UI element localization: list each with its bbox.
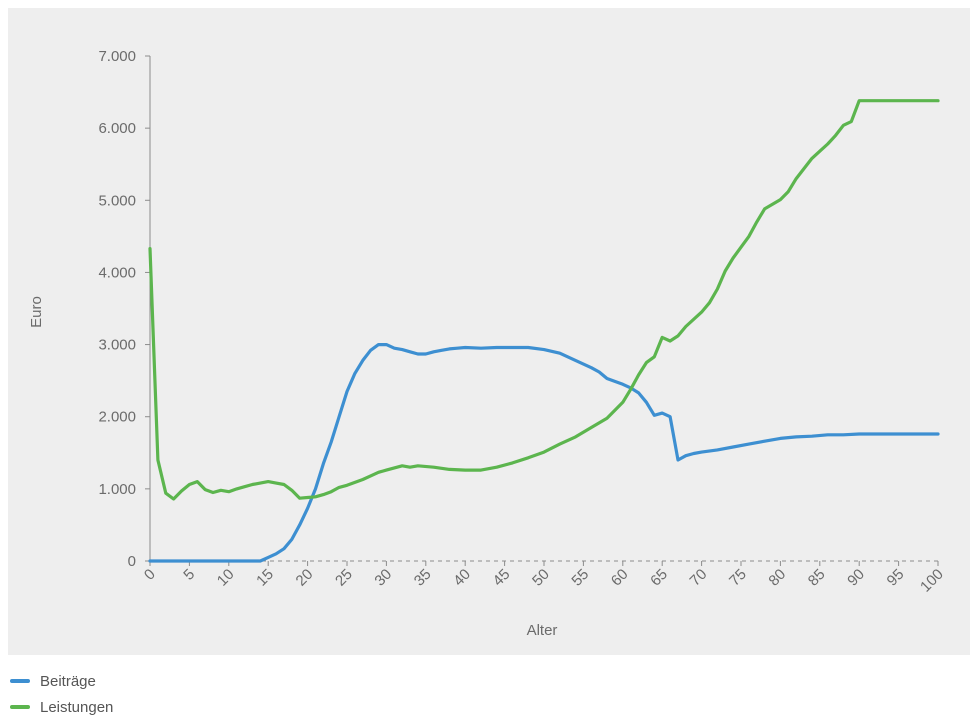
series-lines bbox=[148, 99, 940, 563]
legend: Beiträge Leistungen bbox=[10, 668, 113, 720]
y-axis-title: Euro bbox=[28, 296, 45, 328]
x-tick-label: 95 bbox=[884, 566, 908, 590]
axes bbox=[145, 55, 939, 566]
chart-panel: 0 1.000 2.000 3.000 4.000 5.000 6.000 7.000 0 5 10… bbox=[8, 8, 970, 655]
x-tick-label: 50 bbox=[529, 566, 553, 590]
legend-item-leistungen: Leistungen bbox=[10, 694, 113, 720]
y-tick-label: 5.000 bbox=[98, 192, 136, 209]
tick-labels: 0 1.000 2.000 3.000 4.000 5.000 6.000 7.000 0 5 10… bbox=[98, 48, 946, 596]
series-line-beitraege bbox=[148, 343, 940, 563]
x-tick-label: 85 bbox=[805, 566, 829, 590]
x-tick-label: 10 bbox=[214, 566, 238, 590]
x-axis-title: Alter bbox=[527, 622, 558, 639]
y-tick-label: 4.000 bbox=[98, 264, 136, 281]
legend-label-beitraege: Beiträge bbox=[40, 672, 96, 690]
x-tick-label: 0 bbox=[141, 566, 159, 584]
x-tick-label: 40 bbox=[450, 566, 474, 590]
legend-item-beitraege: Beiträge bbox=[10, 668, 113, 694]
y-tick-label: 0 bbox=[128, 553, 136, 570]
x-tick-label: 75 bbox=[726, 566, 750, 590]
x-tick-label: 30 bbox=[371, 566, 395, 590]
x-tick-label: 20 bbox=[293, 566, 317, 590]
x-tick-label: 90 bbox=[844, 566, 868, 590]
x-tick-label: 100 bbox=[917, 566, 947, 596]
x-tick-label: 80 bbox=[765, 566, 789, 590]
y-tick-label: 1.000 bbox=[98, 481, 136, 498]
y-tick-label: 3.000 bbox=[98, 337, 136, 354]
legend-label-leistungen: Leistungen bbox=[40, 698, 114, 716]
x-tick-label: 25 bbox=[332, 566, 356, 590]
x-tick-label: 55 bbox=[568, 566, 592, 590]
legend-swatch-beitraege bbox=[10, 679, 30, 683]
x-tick-label: 65 bbox=[647, 566, 671, 590]
legend-swatch-leistungen bbox=[10, 705, 30, 709]
y-tick-label: 2.000 bbox=[98, 409, 136, 426]
y-tick-label: 7.000 bbox=[98, 48, 136, 65]
x-tick-label: 45 bbox=[490, 566, 514, 590]
x-tick-label: 15 bbox=[253, 566, 277, 590]
series-line-leistungen bbox=[148, 99, 940, 501]
x-tick-label: 5 bbox=[180, 566, 198, 584]
x-tick-label: 70 bbox=[687, 566, 711, 590]
y-tick-label: 6.000 bbox=[98, 120, 136, 137]
line-chart: 0 1.000 2.000 3.000 4.000 5.000 6.000 7.000 0 5 10… bbox=[28, 48, 947, 639]
x-tick-label: 35 bbox=[411, 566, 435, 590]
x-tick-label: 60 bbox=[608, 566, 632, 590]
